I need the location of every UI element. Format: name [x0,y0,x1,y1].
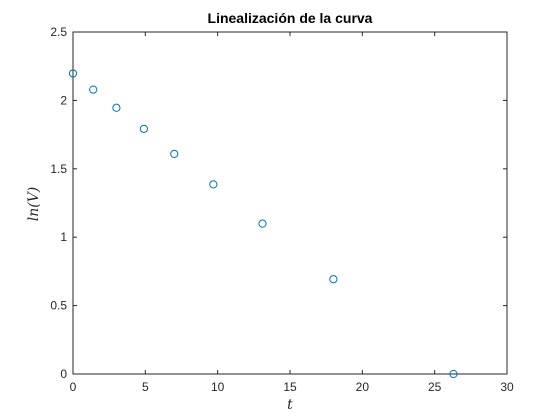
data-point [139,124,148,133]
y-tick-label: 1 [60,230,67,244]
x-tick-label: 30 [500,380,514,394]
y-tick-label: 2.5 [50,25,67,39]
y-tick-label: 1.5 [50,162,67,176]
data-point [89,85,98,94]
x-tick-label: 25 [428,380,442,394]
y-tick-label: 0 [60,367,67,381]
x-tick-label: 5 [142,380,149,394]
x-tick-label: 0 [70,380,77,394]
data-point [449,369,458,379]
data-point [209,180,218,189]
plot-box [72,31,508,375]
x-axis: 0 5 10 15 20 25 30 [70,32,514,394]
data-point [329,275,338,284]
y-axis-label: ln(V) [26,187,42,222]
x-axis-label: t [287,397,293,413]
y-tick-label: 0.5 [50,299,67,313]
y-tick-label: 2 [60,93,67,107]
chart-title: Linealización de la curva [208,10,373,26]
data-point [170,149,179,158]
x-tick-label: 10 [211,380,225,394]
x-tick-label: 15 [283,380,297,394]
x-tick-label: 20 [356,380,370,394]
data-point [258,219,267,228]
data-points [68,69,458,379]
y-axis: 0 0.5 1 1.5 2 2.5 [50,25,507,381]
data-point [68,69,78,78]
data-point [112,103,121,112]
axes-frame [72,31,508,375]
